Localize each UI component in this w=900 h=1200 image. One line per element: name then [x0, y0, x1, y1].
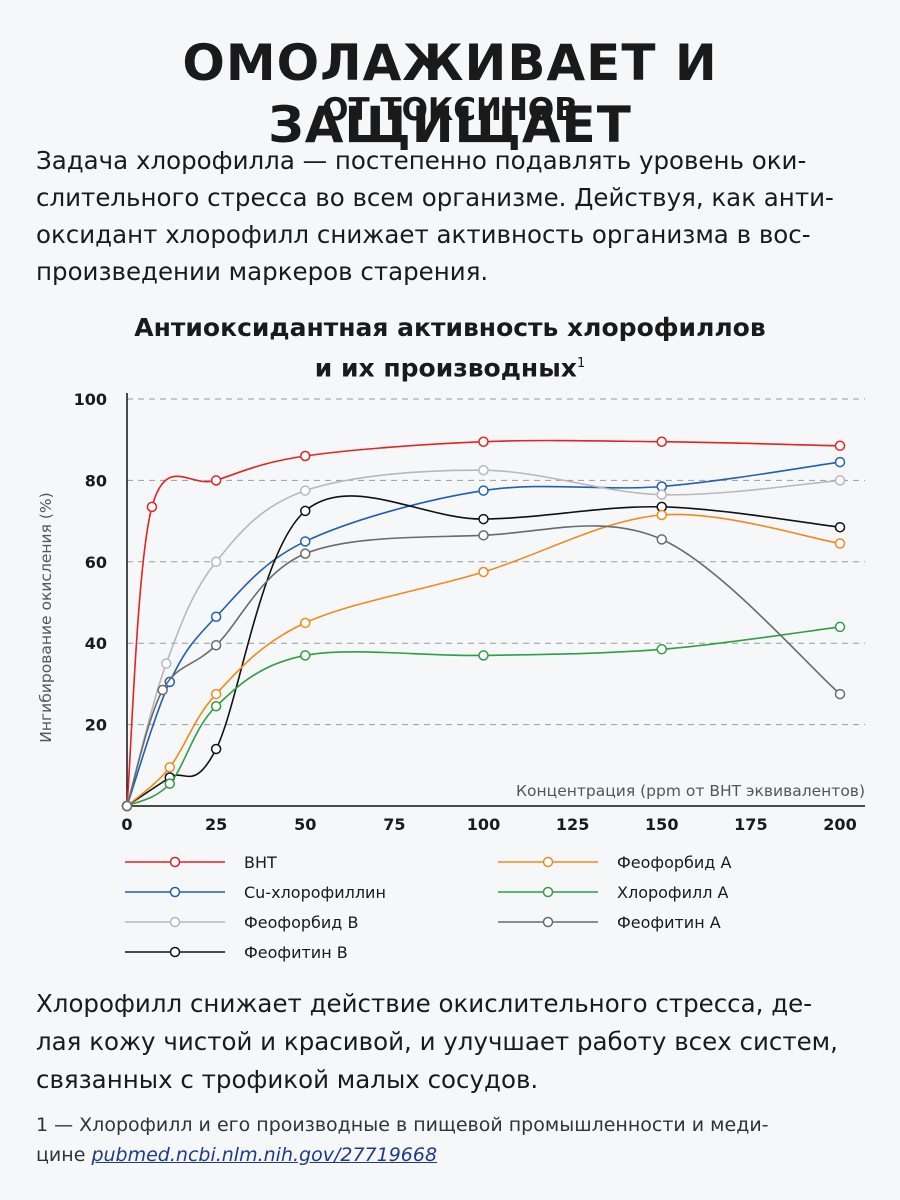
y-tick-label: 60 [85, 553, 107, 572]
data-point [160, 658, 172, 669]
footnote-line: цине pubmed.ncbi.nlm.nih.gov/27719668 [36, 1140, 876, 1170]
y-axis-title: Ингибирование окисления (%) [37, 492, 55, 742]
data-point [478, 513, 489, 525]
intro-line: слительного стресса во всем организме. Д… [36, 183, 834, 212]
intro-paragraph: Задача хлорофилла — постепенно подавлять… [36, 142, 876, 290]
y-tick-label: 20 [85, 716, 107, 735]
data-point [478, 485, 489, 496]
data-point [834, 440, 846, 452]
legend-marker [169, 856, 181, 868]
antioxidant-chart: 20 40 60 80 100 0 25 50 75 100 125 150 175 200 Концент… [37, 390, 865, 962]
outro-line: связанных с трофикой малых сосудов. [36, 1065, 539, 1094]
data-point [478, 464, 489, 476]
data-point [210, 556, 222, 568]
y-tick-label: 100 [74, 390, 107, 409]
legend-label: Феофорбид B [244, 913, 358, 932]
data-point [164, 762, 176, 773]
x-tick-label: 25 [205, 815, 227, 834]
x-tick-label: 0 [121, 815, 132, 834]
x-tick-label: 200 [823, 815, 856, 834]
data-point [300, 450, 311, 462]
data-point [210, 743, 222, 755]
footnote-prefix: цине [36, 1144, 92, 1166]
data-point [210, 475, 222, 486]
data-point [656, 489, 667, 500]
legend-marker [542, 886, 554, 898]
data-point [210, 639, 222, 651]
data-point [656, 644, 667, 655]
data-point [478, 436, 489, 447]
chart-title-line: и их производных1 [0, 346, 900, 386]
data-point [300, 548, 311, 559]
legend-label: BHT [244, 853, 277, 872]
data-point [300, 650, 311, 661]
page-title: ОМОЛАЖИВАЕТ И ЗАЩИЩАЕТ [182, 34, 718, 154]
x-tick-label: 75 [383, 815, 405, 834]
series-line-cu-хлорофиллин [126, 461, 841, 807]
chart-title-line2: и их производных [314, 353, 577, 383]
outro-paragraph: Хлорофилл снижает действие окислительног… [36, 985, 876, 1099]
data-point [834, 688, 846, 700]
data-point [210, 611, 222, 622]
data-point [656, 534, 667, 545]
x-axis-title: Концентрация (ppm от BHT эквивалентов) [516, 782, 865, 800]
legend-marker [169, 886, 181, 898]
legend-marker [542, 916, 554, 928]
y-tick-label: 80 [85, 471, 107, 490]
data-point [164, 676, 176, 688]
footnote-mark: 1 [576, 356, 586, 371]
legend-marker [169, 916, 181, 928]
x-tick-label: 150 [645, 815, 678, 834]
data-point [478, 530, 489, 541]
series-line-феофорбид-a [126, 513, 841, 807]
chart-title: Антиоксидантная активность хлорофиллов и… [0, 310, 900, 386]
legend-label: Феофорбид A [617, 853, 731, 872]
source-link[interactable]: pubmed.ncbi.nlm.nih.gov/27719668 [91, 1144, 438, 1166]
series-line-хлорофилл-a [126, 626, 841, 807]
x-tick-label: 100 [467, 815, 500, 834]
footnote: 1 — Хлорофилл и его производные в пищево… [36, 1110, 876, 1170]
data-point [121, 800, 133, 812]
data-point [300, 617, 311, 629]
legend-label: Феофитин A [617, 913, 721, 932]
data-point [300, 505, 311, 517]
legend-marker [542, 856, 554, 868]
data-point [834, 538, 846, 549]
x-tick-label: 125 [556, 815, 589, 834]
data-point [656, 509, 667, 521]
data-point [300, 485, 311, 496]
footnote-line: 1 — Хлорофилл и его производные в пищево… [36, 1114, 769, 1136]
y-tick-label: 40 [85, 634, 107, 653]
intro-line: оксидант хлорофилл снижает активность ор… [36, 220, 811, 249]
legend-label: Феофитин B [244, 943, 348, 962]
data-point [656, 436, 667, 447]
outro-line: Хлорофилл снижает действие окислительног… [36, 989, 813, 1018]
legend-label: Cu-хлорофиллин [244, 883, 386, 902]
x-tick-label: 50 [294, 815, 316, 834]
legend-marker [169, 946, 181, 958]
data-point [834, 475, 846, 486]
chart-title-line: Антиоксидантная активность хлорофиллов [134, 313, 766, 342]
intro-line: Задача хлорофилла — постепенно подавлять… [36, 146, 807, 175]
outro-line: лая кожу чистой и красивой, и улучшает р… [36, 1027, 838, 1056]
data-point [834, 456, 846, 468]
data-point [834, 621, 846, 633]
x-tick-label: 175 [734, 815, 767, 834]
data-point [834, 521, 846, 533]
data-point [478, 650, 489, 661]
intro-line: произведении маркеров старения. [36, 257, 489, 286]
data-point [210, 688, 222, 700]
data-point [210, 701, 222, 712]
data-point [300, 536, 311, 547]
data-point [478, 566, 489, 578]
data-point [157, 684, 168, 696]
legend-label: Хлорофилл A [617, 883, 729, 902]
data-point [146, 501, 158, 513]
page-subtitle: ОТ ТОКСИНОВ [322, 92, 578, 128]
data-point [164, 778, 176, 789]
